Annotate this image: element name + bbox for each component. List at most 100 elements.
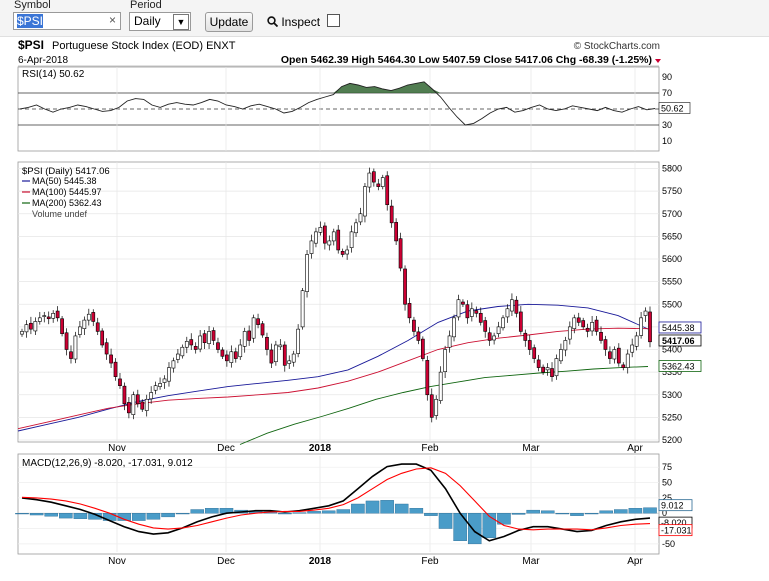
chart-title: Portuguese Stock Index (EOD) ENXT <box>52 40 236 52</box>
candle-body <box>505 308 510 318</box>
macd-x-tick-label: Mar <box>522 556 540 567</box>
moving-average-line <box>239 366 649 445</box>
symbol-input[interactable]: $PSI × <box>13 12 121 30</box>
price-x-tick-label: Nov <box>108 443 126 454</box>
candle-body <box>296 328 301 354</box>
legend-ma50: MA(50) 5445.38 <box>32 176 97 186</box>
candle-body <box>363 186 367 217</box>
candle-body <box>625 353 630 368</box>
candle-body <box>612 349 617 360</box>
macd-histogram-bar <box>44 513 58 517</box>
candle-body <box>140 401 145 410</box>
macd-histogram-bar <box>467 513 482 545</box>
update-button[interactable]: Update <box>205 12 253 32</box>
price-tag <box>658 360 702 372</box>
candle-body <box>358 213 363 223</box>
candle-body <box>86 313 91 321</box>
candle-body <box>305 254 309 292</box>
macd-tag-text: -8.020 <box>661 518 687 528</box>
candle-body <box>184 341 189 348</box>
candle-body <box>104 342 109 355</box>
chart-symbol: $PSI <box>18 38 44 52</box>
candle-body <box>567 326 572 340</box>
candle-body <box>314 231 318 244</box>
candle-body <box>576 317 581 323</box>
macd-tag-text: -17.031 <box>661 526 692 536</box>
macd-tag <box>658 524 693 537</box>
macd-histogram-bar <box>643 507 657 514</box>
price-plot <box>17 167 652 445</box>
macd-plot <box>15 463 657 545</box>
chevron-down-icon[interactable]: ▼ <box>173 14 189 30</box>
rsi-tick-label: 90 <box>662 72 672 82</box>
macd-histogram-bar <box>453 513 467 542</box>
macd-histogram-bar <box>380 500 394 514</box>
candle-body <box>487 332 492 341</box>
period-label: Period <box>130 0 162 11</box>
price-tick-label: 5800 <box>662 164 682 174</box>
price-legend: $PSI (Daily) 5417.06 MA(50) 5445.38 MA(1… <box>22 166 110 219</box>
candle-body <box>474 310 479 314</box>
candle-body <box>37 317 42 322</box>
candle-body <box>585 327 590 332</box>
rsi-tick-label: 30 <box>662 120 672 130</box>
macd-histogram-bar <box>73 513 88 519</box>
macd-line <box>21 463 651 542</box>
candle-body <box>242 331 247 347</box>
macd-x-tick-label: Dec <box>217 556 235 567</box>
candle-body <box>630 344 635 353</box>
candle-body <box>131 394 136 415</box>
price-x-tick-label: 2018 <box>309 443 332 454</box>
macd-tick-label: 25 <box>662 493 672 503</box>
symbol-input-value[interactable]: $PSI <box>17 14 44 28</box>
legend-ma200: MA(200) 5362.43 <box>32 198 102 208</box>
price-tick-label: 5550 <box>662 277 682 287</box>
period-select[interactable]: Daily ▼ <box>129 12 191 31</box>
candle-body <box>345 249 349 255</box>
candle-body <box>46 316 51 320</box>
price-x-tick-label: Apr <box>627 443 643 454</box>
period-select-value[interactable]: Daily <box>134 14 161 28</box>
rsi-legend: RSI(14) 50.62 <box>22 69 85 80</box>
macd-histogram-bar <box>175 513 190 515</box>
clear-icon[interactable]: × <box>108 13 116 27</box>
candle-body <box>461 301 465 305</box>
candle-body <box>171 360 176 369</box>
price-tag-text: 5362.43 <box>662 362 695 372</box>
signal-line <box>21 467 651 531</box>
macd-histogram-bar <box>570 513 584 516</box>
macd-histogram-bar <box>132 513 146 521</box>
candle-body <box>434 398 439 416</box>
macd-tag-text: 9.012 <box>661 501 684 511</box>
price-tag-text: 5445.38 <box>662 323 695 333</box>
candle-body <box>563 340 568 351</box>
candle-body <box>309 240 314 254</box>
macd-tick-label: 75 <box>662 462 672 472</box>
candle-body <box>594 319 599 332</box>
candle-body <box>60 318 64 334</box>
inspect-toggle[interactable]: Inspect <box>267 14 341 29</box>
candle-body <box>238 344 243 358</box>
candle-body <box>416 331 421 341</box>
price-tick-label: 5300 <box>662 390 682 400</box>
candle-body <box>496 326 501 334</box>
candle-body <box>64 332 69 350</box>
legend-volume: Volume undef <box>32 209 88 219</box>
candle-body <box>523 332 528 341</box>
macd-histogram-bar <box>321 510 336 514</box>
inspect-checkbox[interactable] <box>327 14 341 27</box>
candle-body <box>465 304 470 319</box>
candle-body <box>639 317 643 336</box>
candle-body <box>233 351 238 359</box>
macd-histogram-bar <box>438 513 453 529</box>
candle-body <box>634 335 639 347</box>
rsi-tick-label: 10 <box>662 136 672 146</box>
macd-histogram-bar <box>614 509 628 514</box>
candle-body <box>532 347 537 359</box>
candle-body <box>478 313 483 323</box>
legend-price: $PSI (Daily) 5417.06 <box>22 166 110 177</box>
axis-labels: 103050709050.625200525053005350540054505… <box>108 72 702 567</box>
candle-body <box>581 320 586 328</box>
candle-body <box>336 229 341 251</box>
candle-body <box>394 222 398 242</box>
